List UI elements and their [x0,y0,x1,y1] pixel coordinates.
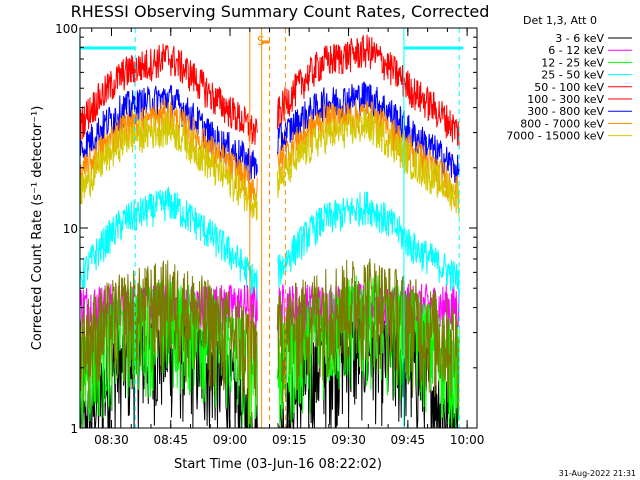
legend-label: 800 - 7000 keV [520,117,604,130]
x-tick-label: 09:15 [272,433,307,447]
series-line [276,109,460,218]
x-tick-label: 09:45 [391,433,426,447]
x-tick-label: 09:00 [213,433,248,447]
series-8 [79,109,460,221]
legend-label: 3 - 6 keV [555,32,604,45]
timestamp: 31-Aug-2022 21:31 [559,469,636,478]
x-axis-label: Start Time (03-Jun-16 08:22:02) [174,457,382,472]
legend-label: 12 - 25 keV [541,56,604,69]
y-tick-label: 10 [63,222,78,236]
series-line [276,81,460,187]
series-line [79,99,258,204]
series-line [276,258,460,416]
legend-label: 100 - 300 keV [527,93,604,106]
series-line [79,186,258,301]
y-tick-label: 100 [55,22,78,36]
chart-title: RHESSI Observing Summary Count Rates, Co… [71,2,490,21]
x-tick-label: 08:30 [94,433,129,447]
legend-label: 7000 - 15000 keV [506,130,604,143]
series-3 [79,186,460,301]
series-9 [79,258,460,416]
legend-label: 25 - 50 keV [541,69,604,82]
legend-label: 300 - 800 keV [527,105,604,118]
legend-title: Det 1,3, Att 0 [523,14,597,27]
y-tick-label: 1 [70,422,78,436]
legend-label: 50 - 100 keV [534,81,604,94]
series-line [79,260,258,414]
series-line [79,85,258,181]
plot-area [79,34,460,430]
series-5 [79,34,460,148]
flag-label: S [257,34,265,48]
y-axis-label: Corrected Count Rate (s⁻¹ detector⁻¹) [30,106,45,351]
legend-label: 6 - 12 keV [548,44,604,57]
series-line [276,34,460,148]
series-line [79,43,258,145]
series-6 [79,81,460,187]
series-line [276,191,460,298]
x-tick-label: 10:00 [450,433,485,447]
x-tick-label: 09:30 [331,433,366,447]
axes: 08:30 08:45 09:00 09:15 09:30 09:45 10:00 1 10 10… [55,22,484,447]
x-tick-label: 08:45 [153,433,188,447]
series-line [79,110,258,221]
